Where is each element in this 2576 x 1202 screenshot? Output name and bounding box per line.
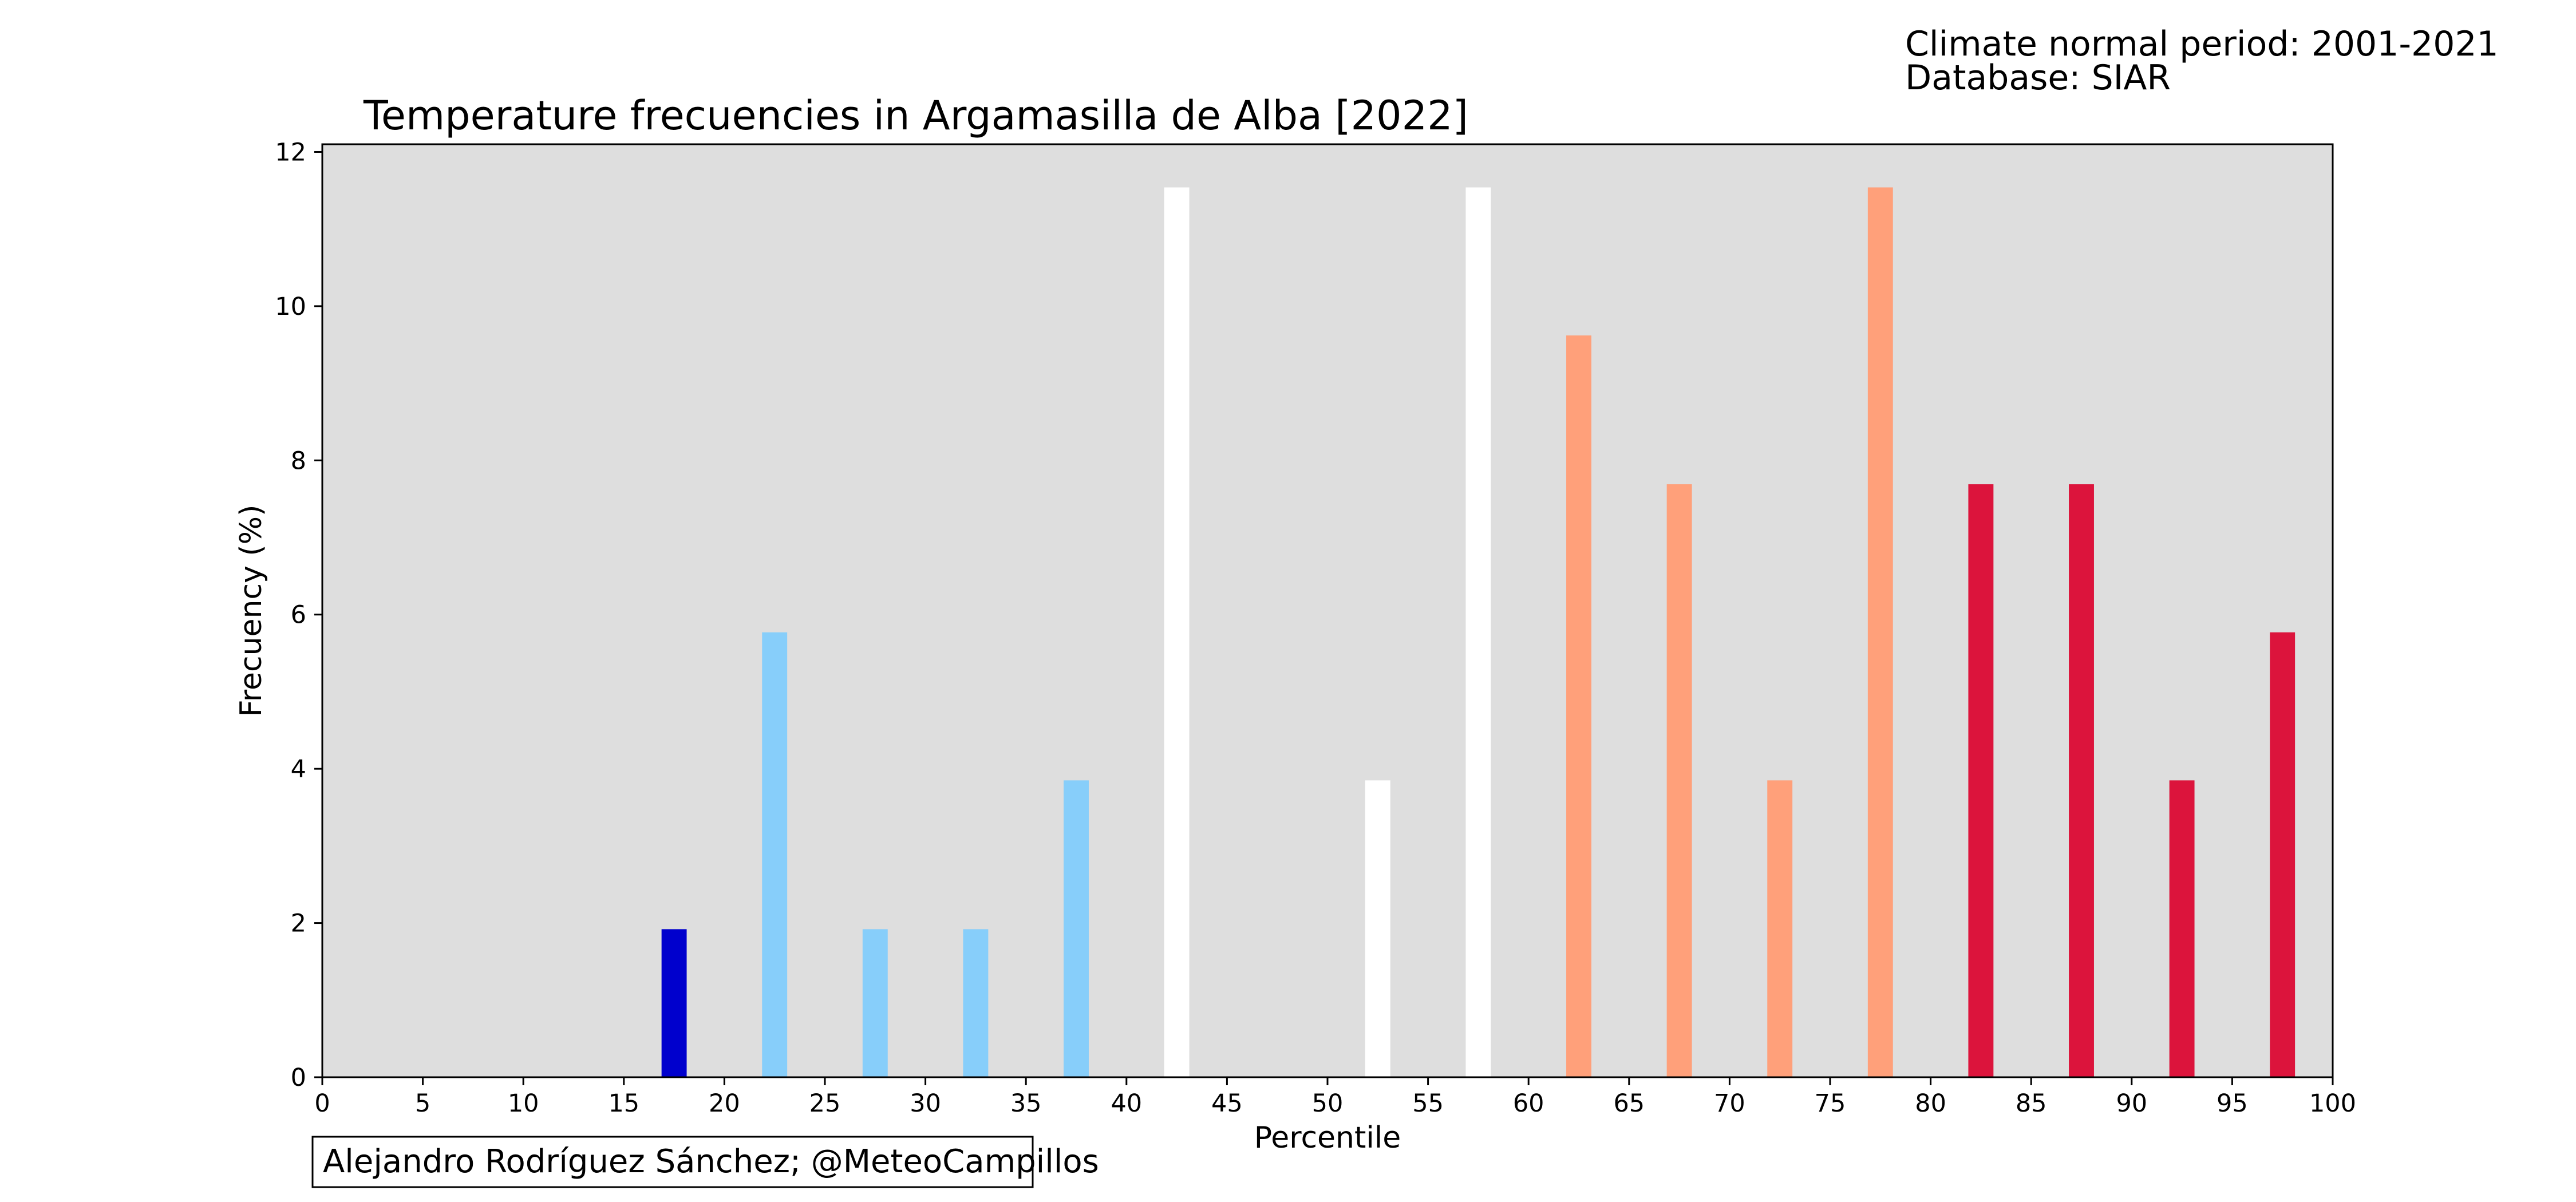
- credit-text: Alejandro Rodríguez Sánchez; @MeteoCampi…: [323, 1143, 1099, 1180]
- x-tick-label-14: 70: [1714, 1089, 1745, 1118]
- bar-7: [1465, 187, 1491, 1078]
- x-tick-label-11: 55: [1412, 1089, 1444, 1118]
- x-tick-label-15: 75: [1815, 1089, 1846, 1118]
- y-tick-label-4: 8: [291, 446, 306, 475]
- x-tick-label-1: 5: [415, 1089, 430, 1118]
- x-tick-label-19: 95: [2217, 1089, 2248, 1118]
- database-note: Database: SIAR: [1905, 58, 2171, 98]
- y-tick-label-1: 2: [291, 910, 306, 938]
- bars-group: [661, 187, 2296, 1078]
- x-tick-label-3: 15: [608, 1089, 639, 1118]
- x-tick-label-8: 40: [1111, 1089, 1142, 1118]
- y-tick-label-6: 12: [275, 138, 306, 167]
- bar-4: [1064, 780, 1089, 1077]
- bar-10: [1767, 780, 1793, 1077]
- credit-box: [311, 1136, 1034, 1188]
- x-tick-label-17: 85: [2016, 1089, 2047, 1118]
- bar-3: [963, 929, 989, 1077]
- bar-12: [1968, 484, 1994, 1077]
- y-tick-label-0: 0: [291, 1063, 306, 1092]
- x-tick-label-5: 25: [809, 1089, 841, 1118]
- x-tick-label-12: 60: [1513, 1089, 1544, 1118]
- y-tick-label-5: 10: [275, 292, 306, 321]
- bar-8: [1566, 335, 1591, 1077]
- bar-14: [2169, 780, 2195, 1077]
- x-tick-label-2: 10: [508, 1089, 539, 1118]
- x-tick-label-18: 90: [2116, 1089, 2147, 1118]
- bar-15: [2270, 632, 2296, 1077]
- chart-title: Temperature frecuencies in Argamasilla d…: [363, 92, 1468, 139]
- y-axis-label: Frecuency (%): [234, 505, 268, 717]
- bar-5: [1164, 187, 1190, 1078]
- x-tick-label-4: 20: [709, 1089, 740, 1118]
- bar-6: [1365, 780, 1390, 1077]
- y-tick-label-2: 4: [291, 755, 306, 784]
- plot-area: [322, 144, 2333, 1077]
- bar-11: [1867, 187, 1893, 1078]
- climate-normal-period-note: Climate normal period: 2001-2021: [1905, 24, 2499, 64]
- bar-2: [862, 929, 888, 1077]
- x-tick-label-9: 45: [1211, 1089, 1243, 1118]
- x-tick-label-20: 100: [2309, 1089, 2356, 1118]
- bar-0: [661, 929, 687, 1077]
- x-axis: 0 5 10 15 20 25 30 35 40 45 50 55 60 65 70 75 80 85 90 95 10…: [314, 1077, 2356, 1118]
- x-tick-label-0: 0: [314, 1089, 330, 1118]
- x-axis-label: Percentile: [1254, 1121, 1401, 1155]
- x-tick-label-7: 35: [1010, 1089, 1042, 1118]
- bar-9: [1666, 484, 1692, 1077]
- x-tick-label-6: 30: [910, 1089, 941, 1118]
- x-tick-label-16: 80: [1915, 1089, 1946, 1118]
- bar-13: [2069, 484, 2094, 1077]
- x-tick-label-13: 65: [1613, 1089, 1645, 1118]
- y-axis: 0 2 4 6 8 10 12: [275, 138, 322, 1092]
- y-tick-label-3: 6: [291, 601, 306, 630]
- bar-1: [762, 632, 788, 1077]
- x-tick-label-10: 50: [1312, 1089, 1344, 1118]
